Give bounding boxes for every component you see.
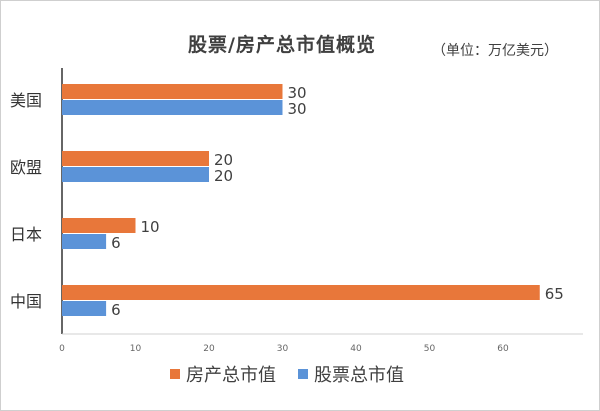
bar-usa-housing <box>62 84 283 99</box>
bar-usa-stock <box>62 100 283 115</box>
legend: 房产总市值 股票总市值 <box>170 361 426 387</box>
bar-china-housing <box>62 285 540 300</box>
x-tick-label-40: 40 <box>350 344 362 354</box>
category-label-usa: 美国 <box>10 91 42 110</box>
value-label-china-housing: 65 <box>545 285 564 303</box>
x-tick-label-30: 30 <box>277 344 289 354</box>
category-label-japan: 日本 <box>10 225 42 244</box>
value-label-china-stock: 6 <box>111 301 121 319</box>
bar-eu-stock <box>62 167 209 182</box>
category-label-eu: 欧盟 <box>10 158 42 177</box>
legend-item-stock: 股票总市值 <box>298 361 404 387</box>
x-ticks-group: 0 10 20 30 40 50 60 <box>59 344 509 354</box>
x-tick-label-20: 20 <box>203 344 215 354</box>
value-label-japan-stock: 6 <box>111 234 121 252</box>
legend-swatch-housing <box>170 369 180 379</box>
legend-label-housing: 房产总市值 <box>186 365 276 386</box>
x-tick-label-0: 0 <box>59 344 65 354</box>
legend-swatch-stock <box>298 369 308 379</box>
bar-japan-stock <box>62 234 107 249</box>
bar-japan-housing <box>62 218 136 233</box>
legend-label-stock: 股票总市值 <box>314 365 404 386</box>
value-label-japan-housing: 10 <box>141 218 160 236</box>
x-tick-label-60: 60 <box>497 344 509 354</box>
value-label-eu-housing: 20 <box>214 151 233 169</box>
value-label-eu-stock: 20 <box>214 167 233 185</box>
bar-china-stock <box>62 301 107 316</box>
bar-eu-housing <box>62 151 209 166</box>
bars-group <box>62 84 540 316</box>
category-label-china: 中国 <box>10 292 42 311</box>
legend-item-housing: 房产总市值 <box>170 361 276 387</box>
x-tick-label-10: 10 <box>130 344 142 354</box>
chart-title: 股票/房产总市值概览 <box>188 34 376 56</box>
value-label-usa-stock: 30 <box>288 100 307 118</box>
x-tick-label-50: 50 <box>424 344 436 354</box>
value-label-usa-housing: 30 <box>288 84 307 102</box>
unit-label: （单位：万亿美元） <box>432 43 558 59</box>
